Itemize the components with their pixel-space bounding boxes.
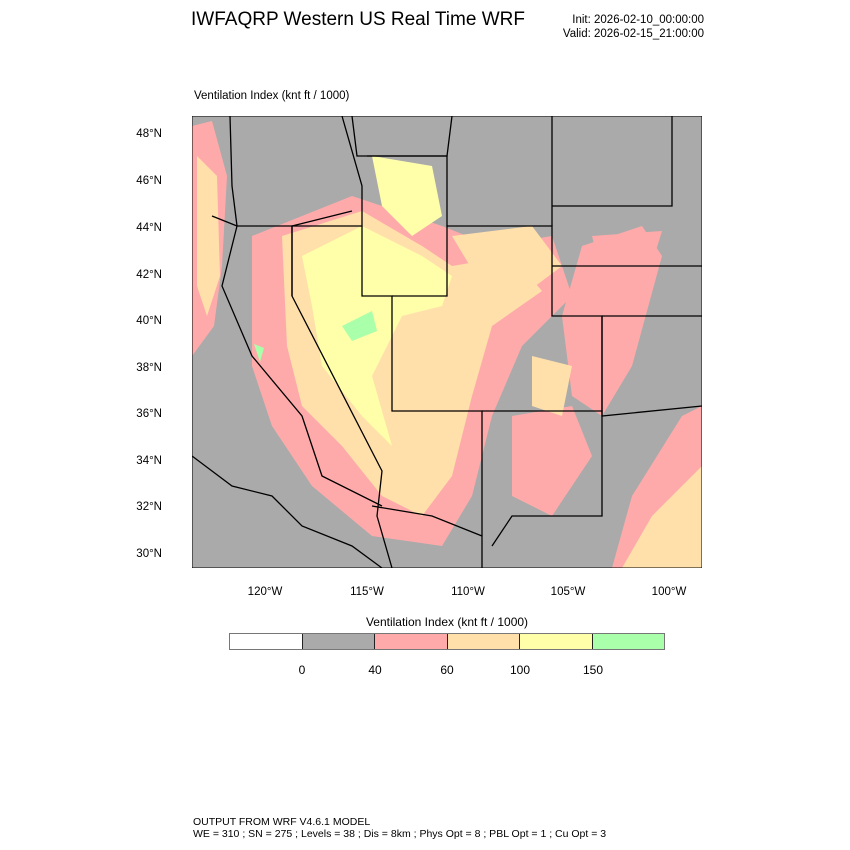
lat-label: 48°N bbox=[136, 128, 162, 140]
model-info: OUTPUT FROM WRF V4.6.1 MODEL bbox=[193, 816, 371, 828]
lon-label: 110°W bbox=[451, 586, 485, 598]
colorbar-segment bbox=[592, 634, 664, 649]
ventilation-region bbox=[452, 226, 562, 296]
lat-label: 34°N bbox=[136, 455, 162, 467]
colorbar-segment bbox=[520, 634, 593, 649]
ventilation-region bbox=[592, 231, 662, 316]
ventilation-index-map bbox=[192, 116, 702, 568]
state-border bbox=[351, 116, 453, 157]
ventilation-region bbox=[622, 466, 702, 568]
colorbar-tick-label: 60 bbox=[440, 663, 454, 677]
ventilation-region bbox=[532, 356, 572, 416]
lat-label: 44°N bbox=[136, 222, 162, 234]
colorbar-title: Ventilation Index (knt ft / 1000) bbox=[365, 615, 529, 629]
ventilation-region bbox=[372, 156, 442, 236]
state-border bbox=[371, 411, 603, 547]
colorbar bbox=[229, 633, 665, 650]
ventilation-region bbox=[302, 226, 452, 446]
state-border bbox=[221, 225, 383, 507]
ventilation-region bbox=[512, 406, 592, 516]
colorbar-segment bbox=[230, 634, 303, 649]
lat-label: 42°N bbox=[136, 269, 162, 281]
colorbar-tick-label: 40 bbox=[368, 663, 382, 677]
valid-time: Valid: 2026-02-15_21:00:00 bbox=[562, 28, 704, 40]
lat-label: 32°N bbox=[136, 501, 162, 513]
lat-label: 38°N bbox=[136, 362, 162, 374]
colorbar-tick-label: 150 bbox=[582, 663, 604, 677]
lat-label: 46°N bbox=[136, 175, 162, 187]
init-time: Init: 2026-02-10_00:00:00 bbox=[572, 14, 704, 26]
colorbar-segment bbox=[302, 634, 375, 649]
state-border bbox=[192, 455, 383, 568]
lat-label: 40°N bbox=[136, 315, 162, 327]
ventilation-region bbox=[197, 156, 220, 316]
lat-label: 30°N bbox=[136, 548, 162, 560]
ventilation-region bbox=[342, 311, 377, 341]
lon-label: 100°W bbox=[651, 586, 687, 598]
state-border bbox=[211, 210, 353, 227]
lon-label: 115°W bbox=[350, 586, 384, 598]
colorbar-segment bbox=[447, 634, 520, 649]
colorbar-segment bbox=[375, 634, 448, 649]
lon-label: 105°W bbox=[550, 586, 586, 598]
colorbar-tick-label: 0 bbox=[298, 663, 306, 677]
lat-label: 36°N bbox=[136, 408, 162, 420]
model-config: WE = 310 ; SN = 275 ; Levels = 38 ; Dis … bbox=[193, 828, 607, 840]
ventilation-region bbox=[254, 344, 264, 362]
state-border bbox=[361, 226, 483, 568]
lon-label: 120°W bbox=[247, 586, 283, 598]
plot-title: IWFAQRP Western US Real Time WRF bbox=[191, 9, 525, 30]
state-border bbox=[551, 116, 673, 226]
field-label: Ventilation Index (knt ft / 1000) bbox=[194, 90, 350, 102]
colorbar-tick-label: 100 bbox=[509, 663, 531, 677]
